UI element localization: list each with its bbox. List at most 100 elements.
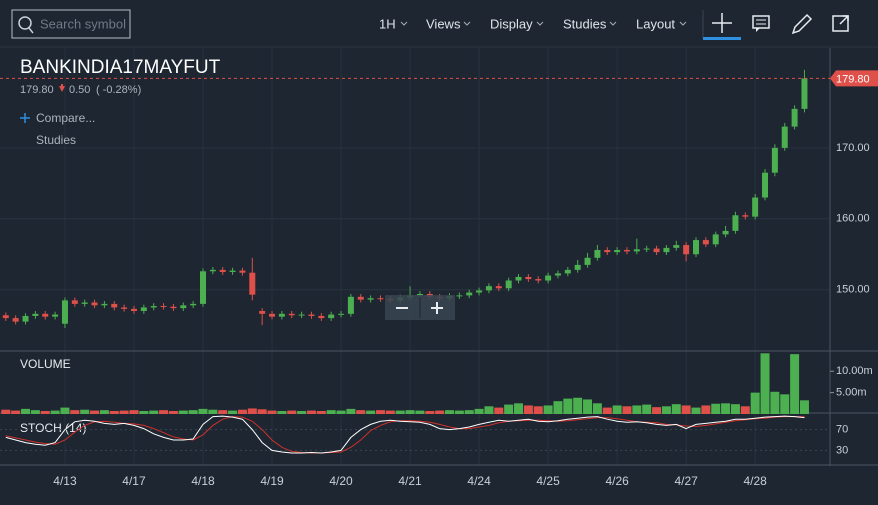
candle-body <box>91 302 98 306</box>
volume-bar <box>336 410 346 414</box>
y-tick-label: 5.00m <box>836 387 867 399</box>
volume-bar <box>375 410 385 414</box>
search-box[interactable] <box>11 9 131 39</box>
price-tag <box>830 70 878 87</box>
candle-body <box>42 313 49 317</box>
candle-body <box>12 318 19 322</box>
volume-bar <box>523 405 533 414</box>
volume-bar <box>50 410 60 414</box>
volume-bar <box>119 410 129 414</box>
menu-button[interactable]: Layout <box>636 16 675 31</box>
candle-body <box>249 272 256 295</box>
volume-bar <box>109 411 119 414</box>
volume-bar <box>21 408 31 414</box>
crosshair-tool[interactable] <box>703 13 741 40</box>
volume-bar <box>129 410 139 414</box>
volume-bar <box>267 410 277 414</box>
candle-body <box>712 234 719 245</box>
volume-bar <box>277 411 287 414</box>
icon <box>756 28 760 32</box>
candle-body <box>752 197 759 217</box>
draw-tool[interactable] <box>791 13 813 35</box>
candle-body <box>614 250 621 253</box>
volume-bar <box>395 410 405 414</box>
candle-body <box>762 172 769 198</box>
candle-body <box>476 290 483 293</box>
fullscreen-tool[interactable] <box>832 15 849 32</box>
volume-bar <box>642 404 652 414</box>
volume-bar <box>494 407 504 414</box>
y-tick-label: 170.00 <box>836 142 870 154</box>
y-tick-label: 10.00m <box>836 365 873 377</box>
volume-bar <box>445 410 454 414</box>
candle-body <box>663 247 670 253</box>
dropdown-caret <box>463 21 471 26</box>
volume-bar <box>464 410 474 414</box>
menu-button[interactable]: Views <box>426 16 461 31</box>
candle-body <box>732 215 739 231</box>
icon <box>832 15 849 32</box>
compare-button[interactable]: Compare... <box>36 111 95 125</box>
candle-body <box>574 264 581 270</box>
active-indicator <box>703 37 741 40</box>
candle-body <box>81 302 88 304</box>
volume-bar <box>780 394 790 414</box>
studies-button[interactable]: Studies <box>36 133 76 147</box>
volume-bar <box>622 406 632 414</box>
candle-body <box>111 303 118 308</box>
volume-bar <box>661 406 671 414</box>
volume-bar <box>405 410 415 414</box>
volume-bar <box>730 404 740 414</box>
y-tick-label: 160.00 <box>836 213 870 225</box>
candle-body <box>229 270 236 272</box>
price-change-percent: ( -0.28%) <box>96 84 141 96</box>
volume-bar <box>346 408 356 414</box>
volume-bar <box>563 398 573 414</box>
icon <box>752 15 770 29</box>
candle-body <box>722 230 729 235</box>
comment-tool[interactable] <box>752 15 770 32</box>
candle-body <box>673 245 680 248</box>
volume-bar <box>159 410 169 414</box>
volume-bar <box>435 410 445 414</box>
pane-title: STOCH (14) <box>20 421 86 435</box>
volume-bar <box>90 410 100 414</box>
volume-bar <box>583 399 593 414</box>
candle-body <box>150 306 157 308</box>
volume-bar <box>247 408 257 414</box>
volume-bar <box>454 410 464 414</box>
candle-body <box>604 250 611 253</box>
menu-button[interactable]: Display <box>490 16 533 31</box>
candle-body <box>525 276 532 280</box>
volume-bar <box>514 403 524 414</box>
volume-bar <box>602 407 612 414</box>
menu-button[interactable]: Studies <box>563 16 607 31</box>
x-tick-label: 4/26 <box>605 474 629 488</box>
candle-body <box>801 78 808 109</box>
pane-title: VOLUME <box>20 357 71 371</box>
volume-bar <box>178 410 188 414</box>
volume-bar <box>30 410 40 414</box>
stoch-line <box>5 415 805 454</box>
volume-bar <box>721 403 731 414</box>
candle-body <box>466 292 473 296</box>
volume-bar <box>257 409 267 414</box>
volume-bar <box>208 409 218 414</box>
candle-body <box>298 314 305 316</box>
interval-button[interactable]: 1H <box>379 16 396 31</box>
volume-bar <box>306 410 316 414</box>
icon <box>839 15 849 25</box>
dropdown-caret <box>400 21 408 26</box>
candle-body <box>170 306 177 309</box>
search-placeholder: Search symbol <box>40 16 126 31</box>
volume-bar <box>632 405 642 414</box>
volume-bar <box>40 411 50 414</box>
candle-body <box>594 250 601 258</box>
symbol: BANKINDIA17MAYFUT <box>20 57 221 78</box>
candle-body <box>121 307 128 309</box>
volume-bar <box>533 406 543 414</box>
candle-body <box>702 240 709 245</box>
volume-bar <box>671 404 681 414</box>
volume-bar <box>70 410 80 414</box>
